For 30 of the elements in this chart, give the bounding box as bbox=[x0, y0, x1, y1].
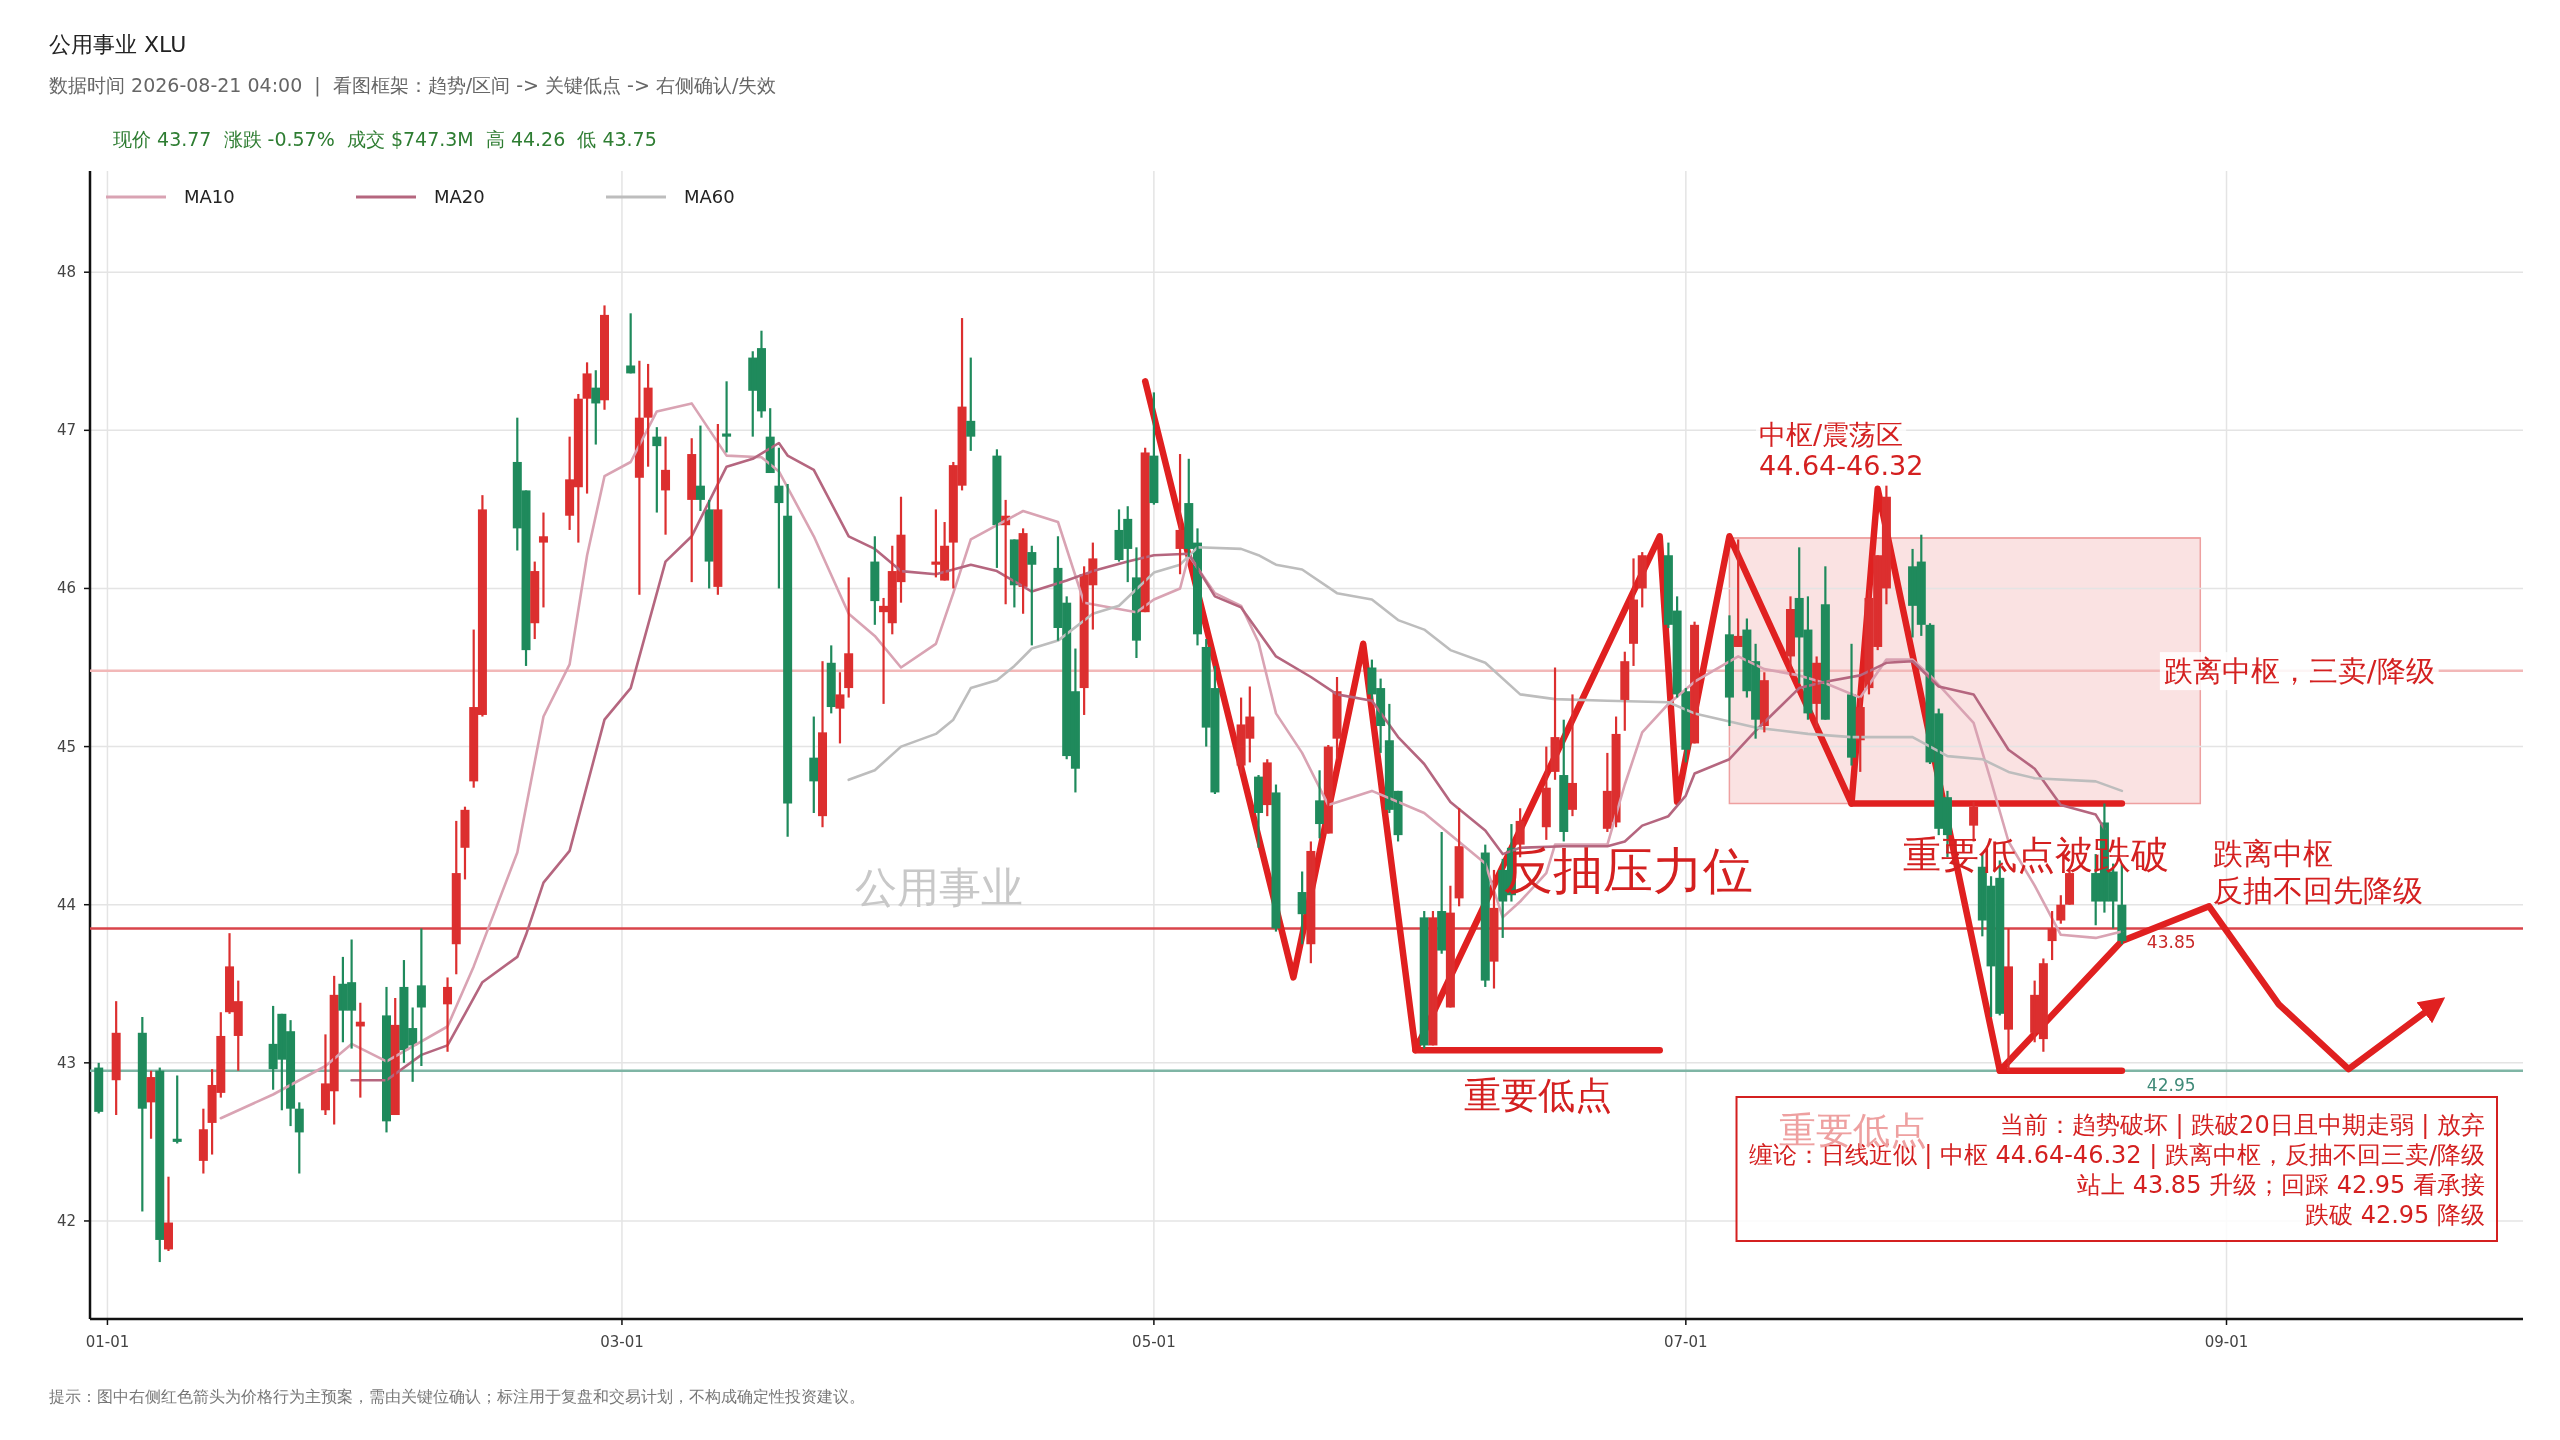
y-tick-label: 45 bbox=[56, 737, 76, 756]
legend-label: MA20 bbox=[434, 186, 485, 207]
x-tick-label: 03-01 bbox=[600, 1333, 644, 1351]
y-tick-label: 46 bbox=[56, 579, 76, 598]
annotation: 跌破 42.95 降级 bbox=[2305, 1201, 2485, 1229]
ref-line-label: 43.85 bbox=[2146, 932, 2196, 953]
y-tick-label: 47 bbox=[56, 421, 76, 440]
annotation: 反抽不回先降级 bbox=[2213, 873, 2423, 908]
chart-subtitle: 数据时间 2026-08-21 04:00 | 看图框架：趋势/区间 -> 关键低点 -> 右侧确认/失效 bbox=[49, 74, 777, 97]
y-tick-label: 44 bbox=[56, 895, 76, 914]
annotation: 重要低点 bbox=[1464, 1074, 1612, 1117]
annotation: 站上 43.85 升级；回踩 42.95 看承接 bbox=[2077, 1171, 2485, 1199]
x-tick-label: 01-01 bbox=[85, 1333, 130, 1351]
annotation: 当前：趋势破坏 | 跌破20日且中期走弱 | 放弃 bbox=[1999, 1111, 2485, 1139]
x-tick-label: 07-01 bbox=[1664, 1333, 1708, 1351]
text: 提示：图中右侧红色箭头为价格行为主预案，需由关键位确认；标注用于复盘和交易计划，不构成确定性投资建议。 bbox=[49, 1387, 865, 1406]
x-tick-label: 05-01 bbox=[1132, 1333, 1176, 1351]
ref-line-label: 42.95 bbox=[2146, 1074, 2196, 1095]
x-tick-label: 09-01 bbox=[2204, 1333, 2249, 1351]
ref-line-label: 跌离中枢，三卖/降级 bbox=[2163, 654, 2435, 689]
annotation: 44.64-46.32 bbox=[1759, 450, 1924, 481]
legend-label: MA60 bbox=[684, 186, 735, 207]
chart-title: 公用事业 XLU bbox=[49, 32, 187, 57]
y-tick-label: 48 bbox=[56, 263, 76, 282]
y-tick-label: 42 bbox=[56, 1211, 76, 1230]
legend-label: MA10 bbox=[184, 186, 235, 207]
y-tick-label: 43 bbox=[56, 1053, 76, 1072]
annotation: 跌离中枢 bbox=[2213, 836, 2333, 871]
text: 现价 43.77 涨跌 -0.57% 成交 $747.3M 高 44.26 低 43.75 bbox=[113, 128, 657, 150]
annotation: 中枢/震荡区 bbox=[1759, 419, 1904, 450]
